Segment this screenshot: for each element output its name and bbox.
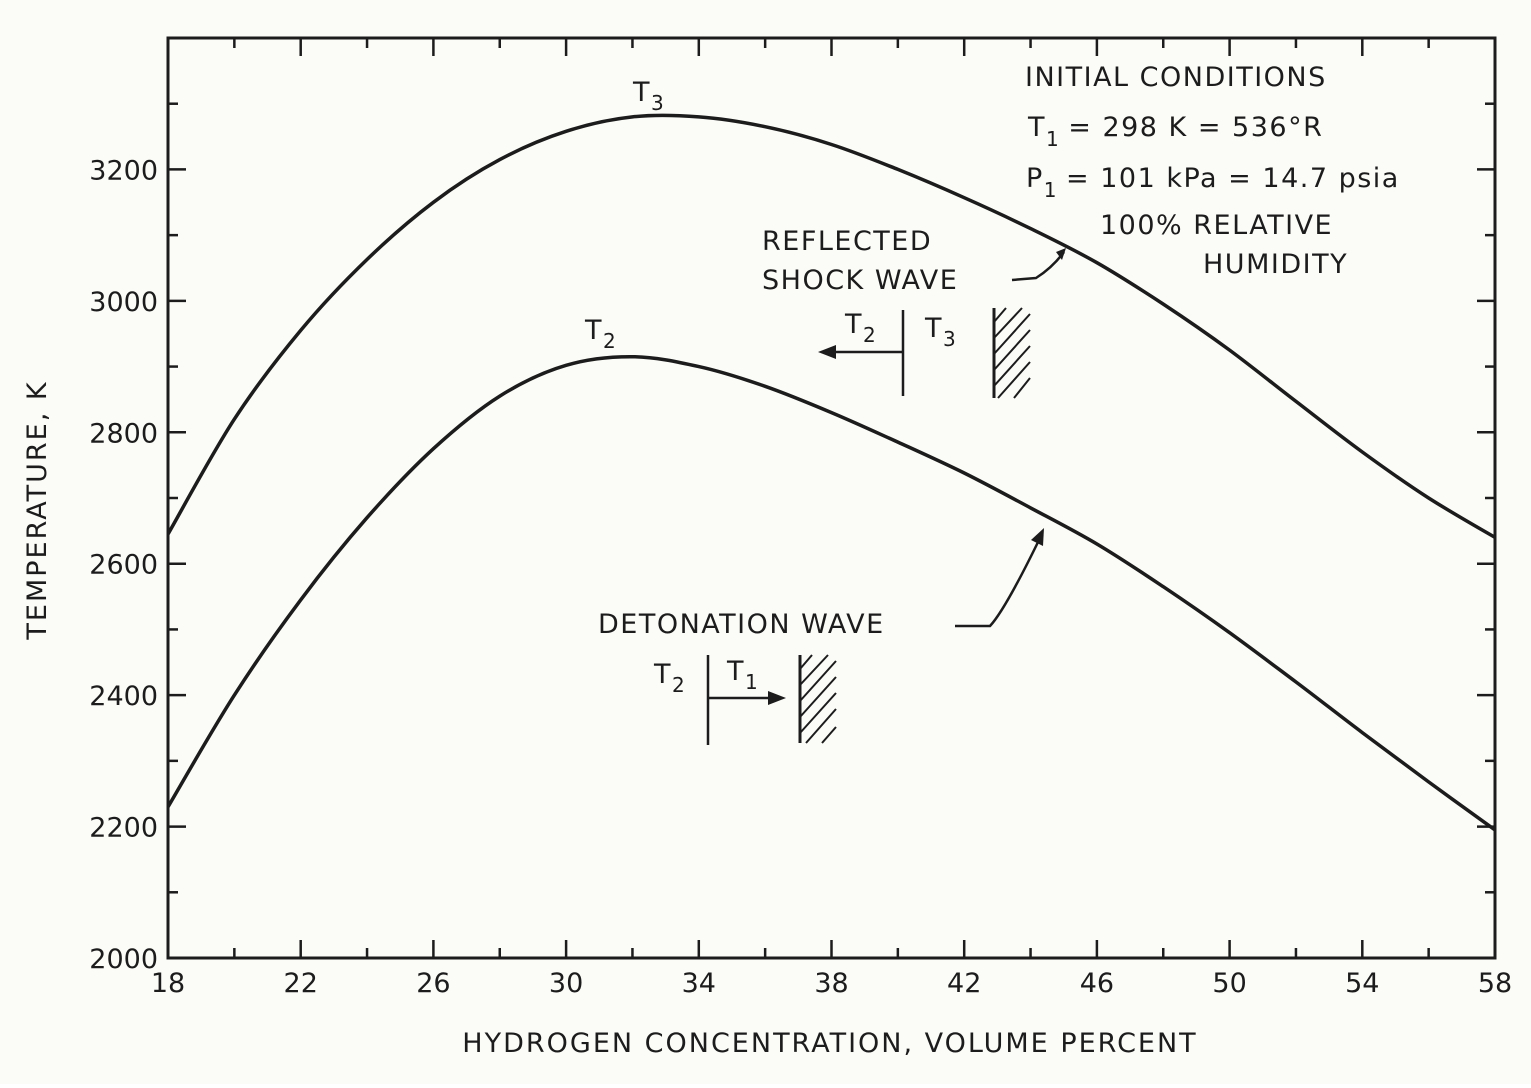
x-axis-title: HYDROGEN CONCENTRATION, VOLUME PERCENT xyxy=(462,1028,1197,1059)
x-tick-labels: 18 22 26 30 34 38 42 46 50 54 58 xyxy=(151,968,1512,999)
x-tick-label: 50 xyxy=(1212,968,1246,999)
reflected-shock-line-1: REFLECTED xyxy=(762,226,932,257)
y-tick-label: 2600 xyxy=(89,550,158,581)
shock-wall-hatch xyxy=(992,307,1031,399)
y-axis-title: TEMPERATURE, K xyxy=(22,380,53,640)
detonation-sketch: T2 T1 xyxy=(653,654,837,745)
axis-ticks xyxy=(166,36,1497,960)
humidity-line-2: HUMIDITY xyxy=(1203,249,1348,280)
x-tick-label: 42 xyxy=(947,968,981,999)
reflected-shock-leader-line xyxy=(1011,251,1065,282)
x-tick-label: 18 xyxy=(151,968,185,999)
detonation-wall-hatch xyxy=(798,654,837,744)
reflected-shock-sketch: T2 T3 xyxy=(818,307,1031,399)
y-tick-label: 2400 xyxy=(89,681,158,712)
initial-temperature: T1 = 298 K = 536°R xyxy=(1027,112,1323,151)
y-tick-label: 3200 xyxy=(89,155,158,186)
series-line-t2 xyxy=(166,354,1497,832)
detonation-direction-arrowhead xyxy=(768,691,786,705)
reflected-shock-annotation: REFLECTED SHOCK WAVE xyxy=(762,226,1066,296)
detonation-sketch-left-label: T2 xyxy=(653,659,686,697)
shock-sketch-left-label: T2 xyxy=(844,309,877,347)
y-tick-labels: 2000 2200 2400 2600 2800 3000 3200 xyxy=(89,155,158,975)
x-tick-label: 54 xyxy=(1345,968,1379,999)
x-tick-label: 38 xyxy=(814,968,848,999)
y-tick-label: 2000 xyxy=(89,944,158,975)
humidity-line-1: 100% RELATIVE xyxy=(1100,210,1333,241)
shock-sketch-right-label: T3 xyxy=(924,313,957,351)
initial-conditions-note: INITIAL CONDITIONS T1 = 298 K = 536°R P1 =… xyxy=(1025,62,1400,280)
initial-conditions-heading: INITIAL CONDITIONS xyxy=(1025,62,1327,93)
x-tick-label: 30 xyxy=(549,968,583,999)
curve-label-t3: T3 xyxy=(632,77,665,115)
x-tick-label: 26 xyxy=(416,968,450,999)
y-tick-label: 3000 xyxy=(89,287,158,318)
reflected-shock-leader-arrowhead xyxy=(1056,248,1066,260)
shock-direction-arrowhead xyxy=(818,345,836,359)
detonation-wave-annotation: DETONATION WAVE xyxy=(598,528,1044,640)
x-tick-label: 34 xyxy=(682,968,716,999)
x-tick-label: 58 xyxy=(1478,968,1512,999)
x-tick-label: 46 xyxy=(1080,968,1114,999)
reflected-shock-line-2: SHOCK WAVE xyxy=(762,265,958,296)
curve-label-t2: T2 xyxy=(584,315,617,353)
series-line-t3 xyxy=(166,113,1496,539)
initial-pressure: P1 = 101 kPa = 14.7 psia xyxy=(1026,163,1400,202)
detonation-sketch-right-label: T1 xyxy=(726,656,759,694)
detonation-leader-line xyxy=(955,537,1042,628)
x-tick-label: 22 xyxy=(284,968,318,999)
detonation-leader-arrowhead xyxy=(1031,528,1044,546)
series-lines xyxy=(166,113,1497,832)
y-tick-label: 2800 xyxy=(89,418,158,449)
y-tick-label: 2200 xyxy=(89,813,158,844)
detonation-wave-label: DETONATION WAVE xyxy=(598,609,885,640)
